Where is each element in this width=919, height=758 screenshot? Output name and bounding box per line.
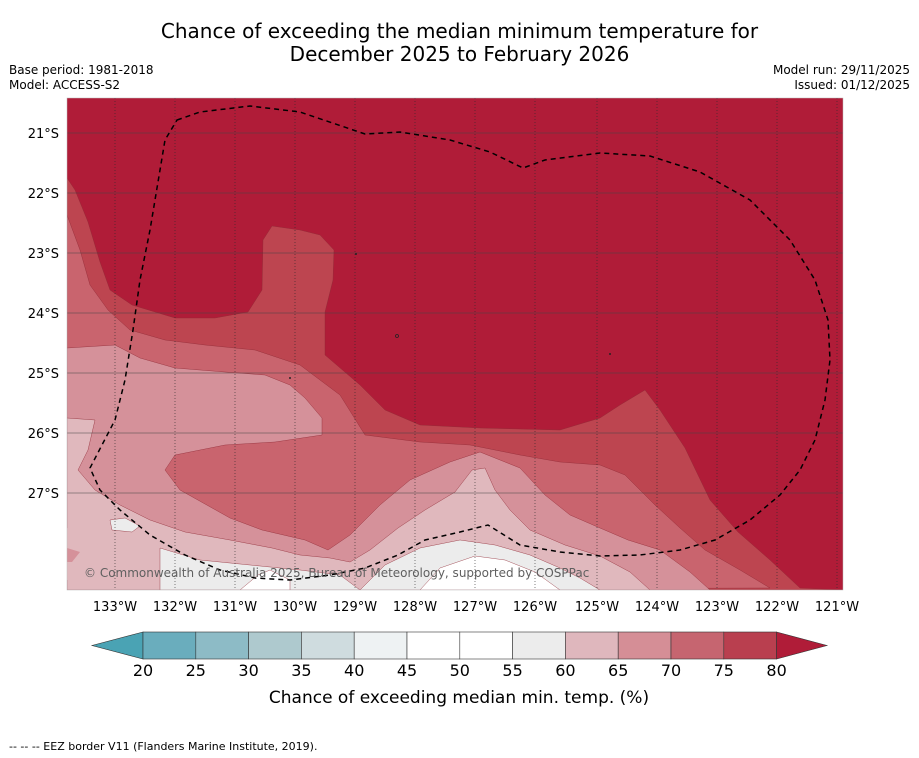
colorbar-segment	[248, 631, 302, 660]
lat-label: 21°S	[28, 127, 59, 142]
contour-65-70-edge	[67, 548, 80, 562]
colorbar-segment	[617, 631, 672, 660]
lon-label: 131°W	[213, 600, 257, 615]
colorbar-tick-label: 40	[344, 661, 364, 680]
lon-label: 130°W	[273, 600, 317, 615]
colorbar-tick-label: 35	[291, 661, 311, 680]
latitude-labels: 21°S 22°S 23°S 24°S 25°S 26°S 27°S	[28, 127, 59, 502]
chart-title-line-1: Chance of exceeding the median minimum t…	[160, 19, 759, 43]
colorbar: 20 25 30 35 40 45 50 55 60 65 70 75 80	[90, 631, 829, 680]
issued-label: Issued: 01/12/2025	[794, 78, 910, 92]
lon-label: 132°W	[153, 600, 197, 615]
lon-label: 127°W	[453, 600, 497, 615]
colorbar-label: Chance of exceeding median min. temp. (%…	[269, 688, 649, 708]
colorbar-segment	[301, 631, 355, 660]
colorbar-tick-label: 45	[397, 661, 417, 680]
probability-contours	[67, 98, 843, 590]
colorbar-tick-label: 30	[238, 661, 258, 680]
chart-title-line-2: December 2025 to February 2026	[289, 42, 630, 66]
colorbar-tick-label: 80	[766, 661, 786, 680]
lat-label: 23°S	[28, 247, 59, 262]
lat-label: 27°S	[28, 487, 59, 502]
colorbar-segment	[459, 631, 513, 660]
colorbar-tick-label: 60	[555, 661, 575, 680]
lon-label: 124°W	[635, 600, 679, 615]
contour-70-75	[67, 214, 771, 590]
lat-label: 26°S	[28, 427, 59, 442]
lon-label: 133°W	[93, 600, 137, 615]
parallel-lines	[67, 132, 843, 494]
graticule	[67, 98, 843, 590]
lat-label: 22°S	[28, 187, 59, 202]
colorbar-tick-label: 75	[714, 661, 734, 680]
colorbar-tick-label: 70	[661, 661, 681, 680]
colorbar-segment	[142, 631, 197, 660]
colorbar-segment	[195, 631, 249, 660]
base-period-label: Base period: 1981-2018	[9, 63, 154, 77]
colorbar-low-extension	[90, 631, 144, 660]
colorbar-segment	[723, 631, 777, 660]
model-run-label: Model run: 29/11/2025	[772, 63, 910, 77]
model-label: Model: ACCESS-S2	[9, 78, 121, 92]
lon-label: 123°W	[695, 600, 739, 615]
colorbar-high-extension	[776, 631, 829, 660]
colorbar-segment	[353, 631, 408, 660]
meridian-lines	[114, 98, 838, 590]
lon-label: 128°W	[393, 600, 437, 615]
colorbar-tick-label: 65	[608, 661, 628, 680]
colorbar-segment	[512, 631, 566, 660]
lon-label: 129°W	[333, 600, 377, 615]
lon-label: 121°W	[815, 600, 859, 615]
colorbar-tick-label: 25	[186, 661, 206, 680]
colorbar-tick-label: 20	[133, 661, 153, 680]
lon-label: 126°W	[513, 600, 557, 615]
colorbar-tick-label: 50	[450, 661, 470, 680]
lon-label: 125°W	[575, 600, 619, 615]
colorbar-tick-label: 55	[502, 661, 522, 680]
colorbar-segment	[670, 631, 725, 660]
eez-border	[89, 105, 831, 581]
contour-60-65-edge	[67, 528, 120, 580]
lat-label: 24°S	[28, 307, 59, 322]
copyright-notice: © Commonwealth of Australia 2025, Bureau…	[84, 566, 589, 580]
contour-65-70	[67, 344, 711, 590]
eez-legend-note: -- -- -- EEZ border V11 (Flanders Marine…	[9, 740, 318, 753]
longitude-labels: 133°W 132°W 131°W 130°W 129°W 128°W 127°W 126°W…	[93, 600, 859, 615]
islands	[288, 252, 612, 379]
colorbar-segment	[565, 631, 619, 660]
lat-label: 25°S	[28, 367, 59, 382]
colorbar-segment	[406, 631, 461, 660]
lon-label: 122°W	[755, 600, 799, 615]
